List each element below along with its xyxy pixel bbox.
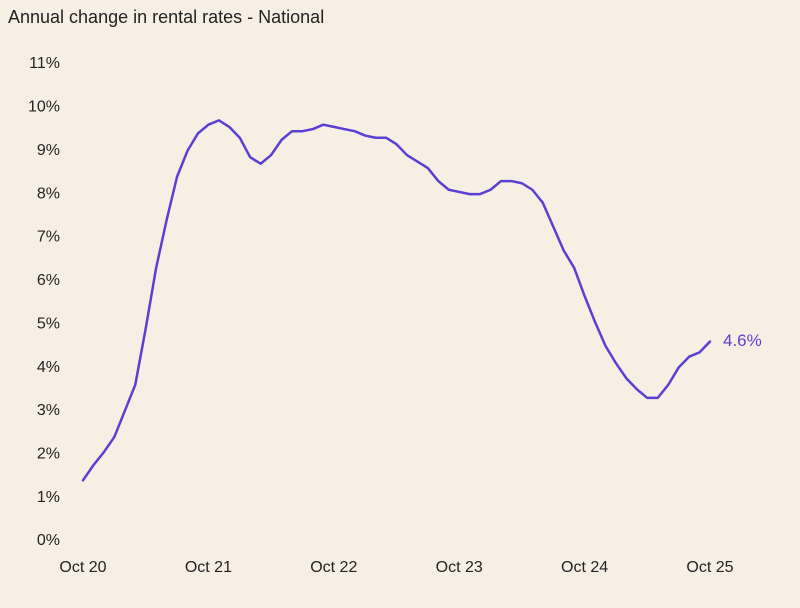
y-tick-label: 1%	[37, 489, 60, 506]
y-tick-label: 2%	[37, 445, 60, 462]
x-tick-label: Oct 21	[185, 559, 232, 576]
y-tick-label: 7%	[37, 229, 60, 246]
y-tick-label: 6%	[37, 272, 60, 289]
y-tick-label: 10%	[28, 99, 60, 116]
y-tick-label: 9%	[37, 142, 60, 159]
y-tick-label: 8%	[37, 185, 60, 202]
x-tick-label: Oct 24	[561, 559, 608, 576]
value-label: 4.6%	[723, 331, 762, 350]
x-tick-label: Oct 23	[436, 559, 483, 576]
y-tick-label: 0%	[37, 532, 60, 549]
y-tick-label: 4%	[37, 359, 60, 376]
line	[81, 119, 712, 482]
x-tick-label: Oct 20	[59, 559, 106, 576]
y-tick-label: 5%	[37, 315, 60, 332]
y-tick-label: 3%	[37, 402, 60, 419]
x-tick-label: Oct 25	[686, 559, 733, 576]
x-tick-label: Oct 22	[310, 559, 357, 576]
y-tick-label: 11%	[29, 55, 60, 72]
chart-title: Annual change in rental rates - National	[8, 7, 324, 27]
